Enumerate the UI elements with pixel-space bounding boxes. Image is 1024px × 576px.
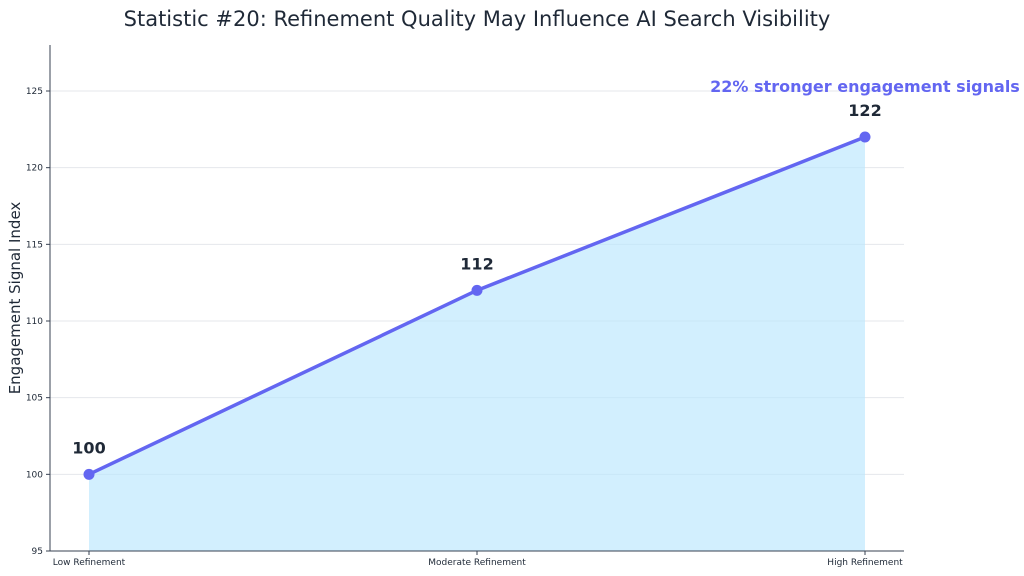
y-tick-label: 125 [26, 87, 43, 97]
x-tick-label: High Refinement [827, 558, 903, 568]
area-fill [89, 137, 865, 551]
data-point [859, 131, 871, 143]
y-tick-label: 105 [26, 394, 43, 404]
tick-labels: 95 100 105 110 115 120 125 Low Refinement Modera… [26, 87, 903, 568]
data-label: 100 [72, 438, 105, 457]
y-tick-label: 100 [26, 470, 43, 480]
points [83, 131, 871, 480]
y-tick-label: 120 [26, 164, 43, 174]
x-tick-label: Moderate Refinement [428, 558, 526, 568]
chart-title: Statistic #20: Refinement Quality May In… [124, 7, 831, 31]
annotation: 22% stronger engagement signals [710, 77, 1020, 96]
y-tick-label: 115 [26, 240, 43, 250]
data-label: 122 [848, 101, 881, 120]
x-tick-label: Low Refinement [53, 558, 126, 568]
area-layer [89, 137, 865, 551]
data-labels: 100 112 122 [72, 101, 881, 457]
data-point [83, 468, 95, 480]
y-tick-label: 95 [32, 547, 43, 557]
data-label: 112 [460, 254, 493, 273]
axes [46, 45, 904, 555]
data-point [471, 284, 483, 296]
y-tick-label: 110 [26, 317, 43, 327]
y-axis-label: Engagement Signal Index [6, 202, 24, 395]
